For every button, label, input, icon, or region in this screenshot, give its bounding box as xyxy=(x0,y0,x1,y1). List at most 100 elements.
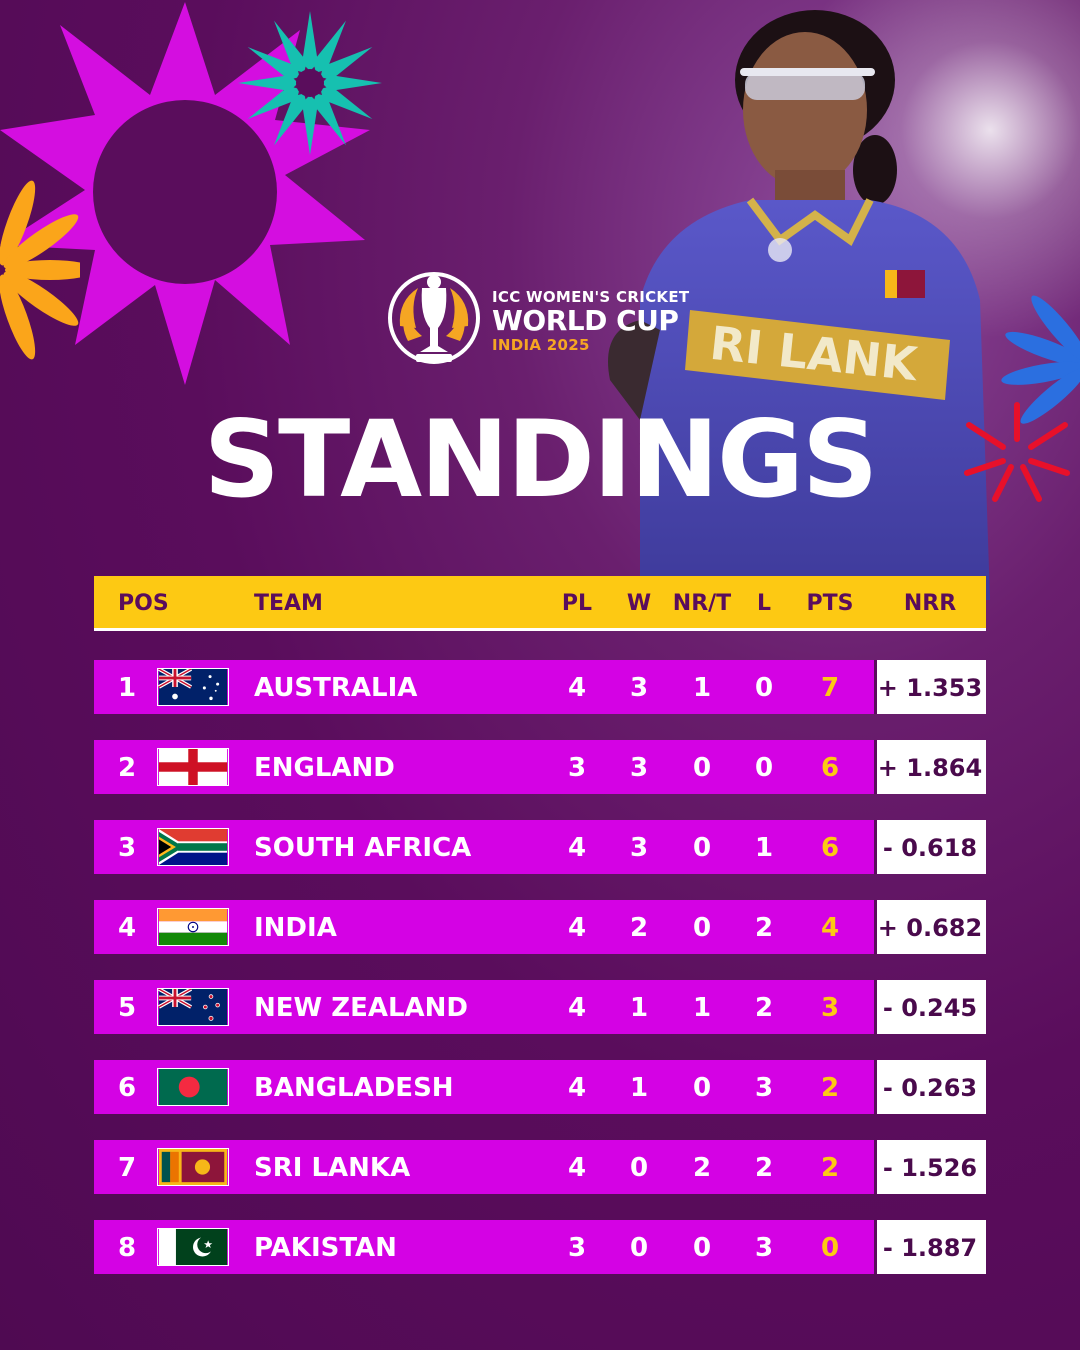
logo-subtitle: ICC WOMEN'S CRICKET xyxy=(492,288,690,306)
lost-value: 0 xyxy=(754,673,774,703)
lost-value: 1 xyxy=(754,833,774,863)
table-row-2: 2 ENGLAND 3 3 0 0 6 + 1.864 xyxy=(94,740,986,794)
lost-value: 2 xyxy=(754,993,774,1023)
row-position: 1 xyxy=(117,673,137,703)
played-value: 4 xyxy=(567,1073,587,1103)
nrr-value: + 1.864 xyxy=(877,754,983,782)
nrr-value: - 0.263 xyxy=(882,1074,978,1102)
no-result-value: 0 xyxy=(692,833,712,863)
red-firework-decoration xyxy=(964,402,1070,502)
points-value: 2 xyxy=(820,1153,840,1183)
blue-burst-decoration xyxy=(1001,295,1080,424)
table-row-4: 4 INDIA 4 2 0 2 4 + 0.682 xyxy=(94,900,986,954)
row-position: 5 xyxy=(117,993,137,1023)
played-value: 3 xyxy=(567,1233,587,1263)
table-header: POS TEAM PL W NR/T L PTS NRR xyxy=(94,576,986,631)
nrr-box xyxy=(874,740,986,794)
team-name: INDIA xyxy=(254,913,337,943)
nrr-value: - 1.887 xyxy=(882,1234,978,1262)
player-photo: RI LANK xyxy=(608,10,990,600)
header-pl: PL xyxy=(561,591,593,616)
no-result-value: 1 xyxy=(692,673,712,703)
played-value: 4 xyxy=(567,833,587,863)
no-result-value: 0 xyxy=(692,753,712,783)
won-value: 0 xyxy=(629,1153,649,1183)
row-position: 3 xyxy=(117,833,137,863)
england-flag xyxy=(157,748,229,786)
nrr-box xyxy=(874,1220,986,1274)
table-row-8: 8 PAKISTAN 3 0 0 3 0 - 1.887 xyxy=(94,1220,986,1274)
lost-value: 2 xyxy=(754,1153,774,1183)
header-pos: POS xyxy=(118,591,169,616)
points-value: 2 xyxy=(820,1073,840,1103)
won-value: 2 xyxy=(629,913,649,943)
nrr-box xyxy=(874,900,986,954)
played-value: 4 xyxy=(567,673,587,703)
row-position: 2 xyxy=(117,753,137,783)
team-name: NEW ZEALAND xyxy=(254,993,469,1023)
sri-lanka-flag xyxy=(157,1148,229,1186)
points-value: 7 xyxy=(820,673,840,703)
team-name: ENGLAND xyxy=(254,753,395,783)
won-value: 1 xyxy=(629,993,649,1023)
india-flag xyxy=(157,908,229,946)
teal-burst-decoration xyxy=(238,11,382,155)
lost-value: 3 xyxy=(754,1073,774,1103)
logo-title: WORLD CUP xyxy=(492,304,679,337)
page-title: STANDINGS xyxy=(203,398,879,521)
lost-value: 2 xyxy=(754,913,774,943)
points-value: 4 xyxy=(820,913,840,943)
pakistan-flag xyxy=(157,1228,229,1266)
lost-value: 0 xyxy=(754,753,774,783)
header-nrt: NR/T xyxy=(672,591,732,616)
orange-burst-decoration xyxy=(0,180,80,360)
played-value: 4 xyxy=(567,1153,587,1183)
nrr-value: - 1.526 xyxy=(882,1154,978,1182)
points-value: 6 xyxy=(820,833,840,863)
won-value: 3 xyxy=(629,753,649,783)
table-row-1: 1 AUSTRALIA 4 3 1 0 7 + 1.353 xyxy=(94,660,986,714)
table-row-5: 5 NEW ZEALAND 4 1 1 2 3 - 0.245 xyxy=(94,980,986,1034)
south-africa-flag xyxy=(157,828,229,866)
nrr-box xyxy=(874,1140,986,1194)
team-name: SRI LANKA xyxy=(254,1153,411,1183)
won-value: 0 xyxy=(629,1233,649,1263)
no-result-value: 0 xyxy=(692,913,712,943)
team-name: PAKISTAN xyxy=(254,1233,397,1263)
lost-value: 3 xyxy=(754,1233,774,1263)
nrr-box xyxy=(874,1060,986,1114)
team-name: SOUTH AFRICA xyxy=(254,833,472,863)
row-position: 8 xyxy=(117,1233,137,1263)
australia-flag xyxy=(157,668,229,706)
bangladesh-flag xyxy=(157,1068,229,1106)
team-name: AUSTRALIA xyxy=(254,673,418,703)
row-position: 6 xyxy=(117,1073,137,1103)
played-value: 3 xyxy=(567,753,587,783)
row-position: 7 xyxy=(117,1153,137,1183)
nrr-box xyxy=(874,820,986,874)
header-w: W xyxy=(626,591,652,616)
points-value: 6 xyxy=(820,753,840,783)
table-row-6: 6 BANGLADESH 4 1 0 3 2 - 0.263 xyxy=(94,1060,986,1114)
table-row-7: 7 SRI LANKA 4 0 2 2 2 - 1.526 xyxy=(94,1140,986,1194)
no-result-value: 1 xyxy=(692,993,712,1023)
table-row-3: 3 SOUTH AFRICA 4 3 0 1 6 - 0.618 xyxy=(94,820,986,874)
points-value: 0 xyxy=(820,1233,840,1263)
nrr-box xyxy=(874,980,986,1034)
tournament-logo: ICC WOMEN'S CRICKET WORLD CUP INDIA 2025 xyxy=(388,262,708,372)
played-value: 4 xyxy=(567,913,587,943)
team-name: BANGLADESH xyxy=(254,1073,454,1103)
no-result-value: 2 xyxy=(692,1153,712,1183)
no-result-value: 0 xyxy=(692,1233,712,1263)
header-nrr: NRR xyxy=(903,591,957,616)
won-value: 3 xyxy=(629,833,649,863)
header-pts: PTS xyxy=(806,591,854,616)
won-value: 3 xyxy=(629,673,649,703)
nrr-value: + 1.353 xyxy=(877,674,983,702)
logo-host: INDIA 2025 xyxy=(492,336,590,354)
header-l: L xyxy=(756,591,772,616)
nrr-box xyxy=(874,660,986,714)
points-value: 3 xyxy=(820,993,840,1023)
trophy-icon xyxy=(388,272,480,364)
